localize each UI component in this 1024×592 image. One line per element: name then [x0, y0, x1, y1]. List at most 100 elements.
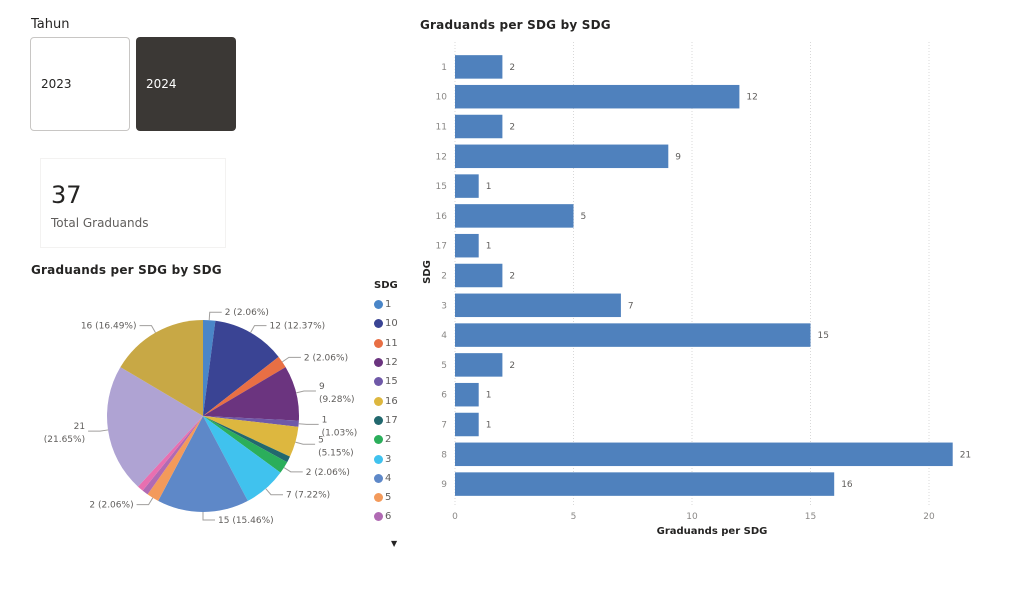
- bar-chart-title: Graduands per SDG by SDG: [420, 18, 611, 32]
- y-tick-label: 8: [441, 450, 447, 460]
- pie-data-label: (5.15%): [318, 448, 354, 458]
- legend-dot-icon: [374, 473, 383, 483]
- bar-sdg-10[interactable]: [455, 84, 740, 109]
- year-option-2023[interactable]: 2023: [30, 37, 130, 131]
- x-tick-label: 15: [805, 512, 816, 522]
- legend-item-sdg-11[interactable]: 11: [374, 334, 398, 353]
- pie-slice-sdg-15[interactable]: [203, 416, 299, 427]
- y-tick-label: 11: [436, 123, 447, 133]
- y-axis-title: SDG: [422, 260, 433, 284]
- legend-dot-icon: [374, 454, 383, 464]
- y-tick-label: 3: [441, 301, 447, 311]
- total-graduands-value: 37: [51, 181, 82, 209]
- pie-slice-sdg-1[interactable]: [203, 320, 216, 416]
- pie-slice-sdg-4[interactable]: [158, 416, 248, 512]
- bar-sdg-8[interactable]: [455, 442, 953, 467]
- pie-data-label: 12 (12.37%): [270, 322, 326, 332]
- y-tick-label: 10: [436, 93, 448, 103]
- bar-sdg-11[interactable]: [455, 114, 503, 139]
- pie-slice-sdg-16[interactable]: [203, 416, 299, 457]
- pie-slice-sdg-10[interactable]: [203, 320, 279, 416]
- pie-slice-sdg-2[interactable]: [203, 416, 288, 473]
- year-option-2024[interactable]: 2024: [136, 37, 236, 131]
- bar-data-label: 9: [675, 152, 681, 162]
- pie-leader-line: [139, 325, 156, 333]
- legend-item-sdg-1[interactable]: 1: [374, 295, 398, 314]
- legend-item-sdg-15[interactable]: 15: [374, 372, 398, 391]
- legend-dot-icon: [374, 377, 383, 387]
- pie-chart: 2 (2.06%)12 (12.37%)2 (2.06%)9(9.28%)1(1…: [44, 308, 358, 526]
- legend-item-sdg-5[interactable]: 5: [374, 488, 398, 507]
- pie-slice-sdg-7[interactable]: [137, 416, 203, 491]
- pie-data-label: (21.65%): [44, 435, 85, 445]
- legend-item-sdg-2[interactable]: 2: [374, 430, 398, 449]
- pie-leader-line: [295, 441, 316, 445]
- pie-data-label: 5: [318, 435, 324, 445]
- pie-leader-line: [202, 512, 215, 521]
- y-tick-label: 2: [441, 272, 447, 282]
- bar-sdg-9[interactable]: [455, 472, 835, 496]
- caret-down-icon[interactable]: ▼: [391, 539, 398, 548]
- legend-label: 4: [385, 472, 392, 484]
- pie-slice-sdg-12[interactable]: [203, 367, 300, 421]
- legend-label: 10: [385, 318, 398, 330]
- legend-dot-icon: [374, 415, 383, 425]
- legend-item-sdg-4[interactable]: 4: [374, 469, 398, 488]
- bar-data-label: 2: [509, 361, 515, 371]
- legend-item-sdg-12[interactable]: 12: [374, 353, 398, 372]
- pie-data-label: 16 (16.49%): [81, 322, 137, 332]
- pie-slice-sdg-3[interactable]: [203, 416, 281, 501]
- bar-sdg-4[interactable]: [455, 323, 811, 347]
- bar-data-label: 2: [509, 272, 515, 282]
- pie-slice-sdg-5[interactable]: [147, 416, 203, 501]
- legend-title: SDG: [374, 280, 398, 291]
- bar-sdg-7[interactable]: [455, 412, 479, 437]
- x-tick-label: 20: [923, 512, 935, 522]
- pie-chart-title: Graduands per SDG by SDG: [31, 263, 222, 277]
- pie-slice-sdg-6[interactable]: [142, 416, 203, 495]
- bar-sdg-1[interactable]: [455, 55, 503, 79]
- bar-data-label: 15: [818, 331, 829, 341]
- bar-sdg-3[interactable]: [455, 293, 621, 318]
- pie-leader-line: [298, 423, 319, 425]
- legend-item-sdg-6[interactable]: 6: [374, 507, 398, 526]
- pie-leader-line: [283, 467, 303, 473]
- legend-item-sdg-17[interactable]: 17: [374, 411, 398, 430]
- legend-label: 3: [385, 453, 392, 465]
- pie-data-label: 1: [322, 415, 328, 425]
- pie-slice-sdg-11[interactable]: [203, 356, 286, 416]
- pie-leader-line: [296, 390, 316, 394]
- bar-sdg-17[interactable]: [455, 233, 479, 258]
- bar-sdg-12[interactable]: [455, 144, 669, 169]
- bar-sdg-16[interactable]: [455, 204, 574, 228]
- pie-slice-sdg-8[interactable]: [107, 367, 203, 487]
- bar-data-label: 1: [486, 182, 492, 192]
- pie-slice-sdg-9[interactable]: [120, 320, 203, 416]
- bar-sdg-5[interactable]: [455, 353, 503, 377]
- pie-data-label: 2 (2.06%): [306, 468, 350, 478]
- legend-dot-icon: [374, 512, 383, 522]
- bar-data-label: 16: [841, 480, 853, 490]
- legend-label: 2: [385, 434, 392, 446]
- pie-data-label: 9: [319, 382, 325, 392]
- bar-data-label: 21: [960, 450, 971, 460]
- bar-data-label: 1: [486, 391, 492, 401]
- legend-label: 12: [385, 357, 398, 369]
- y-tick-label: 15: [436, 182, 447, 192]
- bar-sdg-6[interactable]: [455, 382, 479, 407]
- pie-legend: SDG 1 10 11 12 15 16 17 2 3 4 5 6: [374, 280, 398, 527]
- bar-sdg-15[interactable]: [455, 174, 479, 198]
- pie-slice-sdg-17[interactable]: [203, 416, 290, 463]
- pie-leader-line: [136, 497, 154, 506]
- total-graduands-label: Total Graduands: [51, 216, 149, 230]
- legend-item-sdg-10[interactable]: 10: [374, 314, 398, 333]
- bar-sdg-2[interactable]: [455, 263, 503, 288]
- y-tick-label: 7: [441, 421, 447, 431]
- pie-data-label: 2 (2.06%): [89, 501, 133, 511]
- legend-dot-icon: [374, 319, 383, 329]
- legend-item-sdg-3[interactable]: 3: [374, 449, 398, 468]
- legend-item-sdg-16[interactable]: 16: [374, 391, 398, 410]
- pie-data-label: (9.28%): [319, 395, 355, 405]
- bar-data-label: 12: [746, 93, 757, 103]
